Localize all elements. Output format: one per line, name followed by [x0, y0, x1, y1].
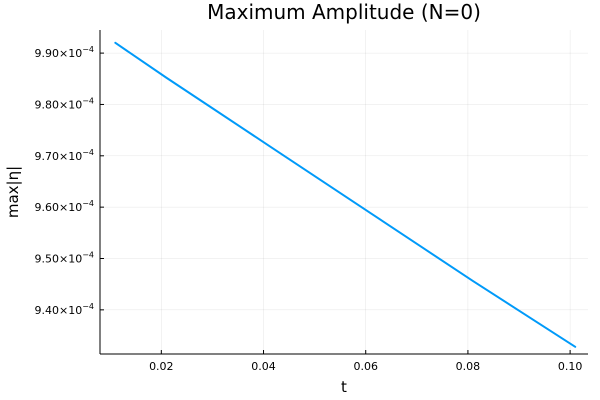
- ticks: 0.02 0.04 0.06 0.08 0.10 9.40×10−4 9.50×10−4 9.…: [34, 45, 582, 373]
- x-tick-label: 0.02: [149, 360, 174, 373]
- chart-title: Maximum Amplitude (N=0): [207, 0, 481, 24]
- y-tick-label: 9.90×10−4: [34, 45, 94, 60]
- series-layer: [114, 41, 577, 348]
- y-axis-label: max|η|: [4, 166, 22, 218]
- y-tick-label: 9.60×10−4: [34, 199, 94, 214]
- grid: [100, 30, 588, 354]
- x-axis-label: t: [341, 378, 347, 396]
- y-tick-label: 9.50×10−4: [34, 250, 94, 265]
- x-tick-label: 0.04: [251, 360, 276, 373]
- y-tick-label: 9.40×10−4: [34, 302, 94, 317]
- x-tick-label: 0.06: [353, 360, 378, 373]
- x-tick-label: 0.08: [456, 360, 481, 373]
- series-line: [114, 41, 577, 348]
- x-tick-label: 0.10: [558, 360, 583, 373]
- y-tick-label: 9.80×10−4: [34, 96, 94, 111]
- axes: [99, 30, 588, 355]
- y-tick-label: 9.70×10−4: [34, 148, 94, 163]
